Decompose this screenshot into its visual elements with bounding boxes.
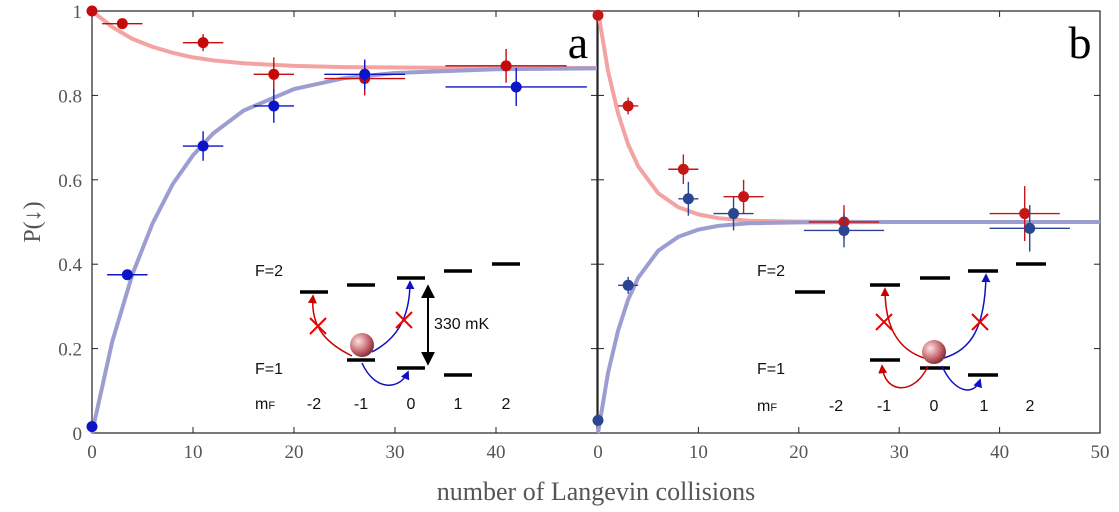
point	[197, 37, 209, 49]
arrow	[941, 365, 982, 391]
inset-label: F=2	[255, 263, 283, 280]
arrow	[361, 362, 410, 386]
x-tick-label: 0	[87, 442, 97, 463]
point	[1024, 222, 1036, 234]
point	[510, 81, 522, 93]
point	[592, 414, 604, 426]
point	[682, 193, 694, 205]
cross	[875, 313, 989, 331]
y-tick-label: 0.6	[58, 171, 82, 192]
point	[86, 5, 98, 17]
plot-frame	[91, 10, 598, 434]
x-axis-label: number of Langevin collisions	[437, 477, 755, 506]
atom	[922, 340, 946, 364]
x-tick-label: 40	[990, 442, 1009, 463]
point	[592, 9, 604, 21]
y-tick-label: 0.2	[58, 340, 82, 361]
mf-value: 1	[980, 398, 989, 415]
y-tick-label: 0.8	[58, 86, 82, 107]
point	[838, 224, 850, 236]
arrow	[371, 280, 415, 353]
x-tick-label: 40	[487, 442, 506, 463]
point	[268, 68, 280, 80]
inset-label: mF	[757, 398, 777, 415]
inset-diagram: F=2 F=1 mF -2 -1 0 1 2	[757, 262, 1046, 415]
mf-value: -1	[354, 396, 368, 413]
mf-value: -1	[877, 398, 891, 415]
arrow	[307, 294, 353, 357]
mf-value: 0	[407, 396, 416, 413]
x-tick-label: 20	[285, 442, 304, 463]
atom	[350, 333, 374, 357]
point	[677, 163, 689, 175]
y-tick-label: 0	[73, 424, 83, 445]
point	[622, 100, 634, 112]
mf-value: -2	[829, 398, 843, 415]
arrow	[880, 287, 925, 359]
x-tick-label: 20	[789, 442, 808, 463]
mf-label: m	[757, 398, 770, 415]
x-tick-label: 0	[593, 442, 603, 463]
fit-line	[596, 220, 1100, 434]
mf-label: m	[255, 396, 268, 413]
mf-value: 2	[1026, 398, 1035, 415]
cross	[309, 311, 413, 335]
mf-value: 1	[454, 396, 463, 413]
point	[116, 18, 128, 30]
point	[1019, 208, 1031, 220]
inset-label: F=1	[757, 361, 785, 378]
arrow	[943, 273, 991, 359]
point	[121, 269, 133, 281]
y-axis-label: P(↓)	[20, 201, 46, 242]
point	[197, 140, 209, 152]
x-tick-label: 10	[689, 442, 708, 463]
panel-label: a	[568, 17, 588, 68]
mf-sub: F	[770, 402, 777, 414]
x-tick-label: 30	[890, 442, 909, 463]
point	[738, 191, 750, 203]
panel-label: b	[1069, 17, 1092, 68]
mf-value: -2	[307, 396, 321, 413]
mf-value: 2	[502, 396, 511, 413]
inset-label: 330 mK	[434, 316, 489, 333]
inset-label: mF	[255, 396, 275, 413]
x-tick-label: 30	[386, 442, 405, 463]
fit-line	[90, 9, 597, 70]
point	[86, 421, 98, 433]
point	[268, 100, 280, 112]
point	[622, 279, 634, 291]
y-tick-label: 1	[73, 2, 83, 23]
x-tick-label: 50	[1091, 442, 1110, 463]
fit-line	[90, 66, 598, 434]
point	[728, 208, 740, 220]
point	[500, 60, 512, 72]
inset-diagram: F=2 F=1 330 mK mF -2 -1 0 1 2	[255, 262, 520, 413]
mf-value: 0	[930, 398, 939, 415]
point	[359, 68, 371, 80]
x-tick-label: 10	[184, 442, 203, 463]
axes: 00.20.40.60.810 10 20 30 40 0 10 20 30 40 50	[58, 2, 1109, 463]
inset-label: F=2	[757, 263, 785, 280]
y-tick-label: 0.4	[58, 255, 82, 276]
inset-label: F=1	[255, 361, 283, 378]
arrow	[878, 364, 929, 389]
mf-sub: F	[268, 400, 275, 412]
